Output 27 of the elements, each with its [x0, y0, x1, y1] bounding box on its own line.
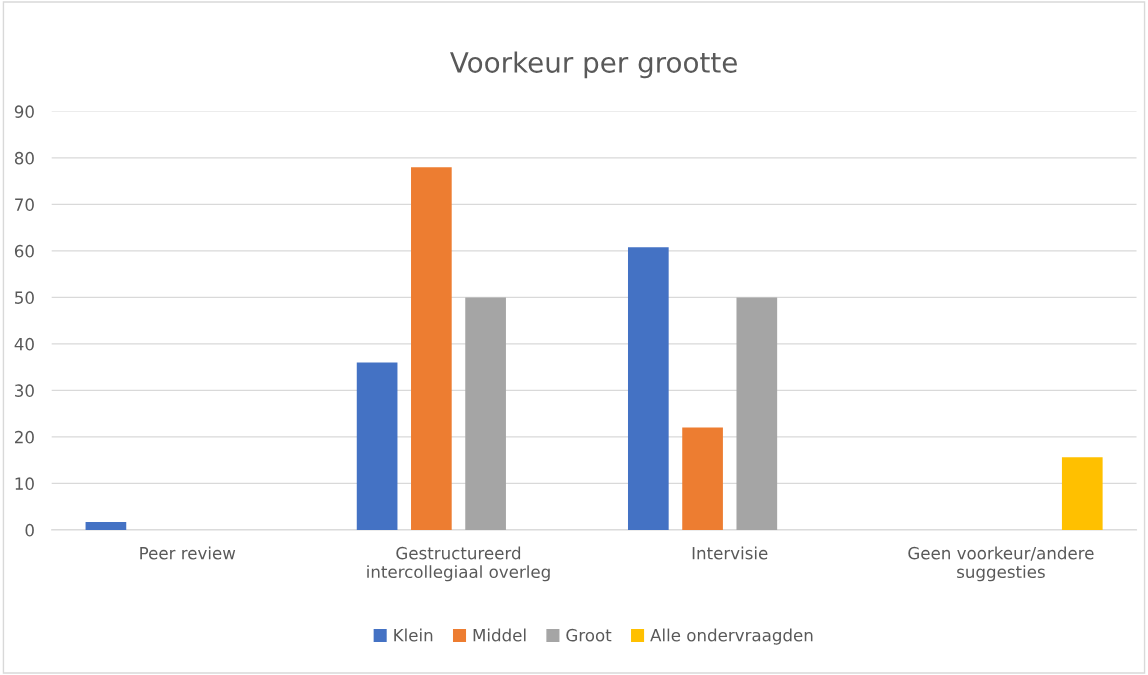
bar — [627, 247, 669, 530]
y-tick-label: 0 — [25, 523, 34, 537]
y-tick-label: 90 — [14, 105, 34, 118]
bar — [85, 521, 127, 530]
bar — [1061, 457, 1103, 530]
bar — [465, 297, 506, 530]
x-tick-label: Gestructureerd intercollegiaal overleg — [367, 546, 550, 582]
x-tick-label: Intervisie — [692, 546, 768, 560]
legend-label: Klein — [394, 628, 433, 642]
bar — [682, 427, 723, 530]
y-tick-label: 50 — [15, 291, 34, 304]
y-tick-label: 60 — [14, 244, 34, 258]
legend-label: Alle ondervraagden — [650, 628, 813, 645]
y-tick-label: 70 — [15, 198, 34, 211]
bar — [356, 362, 398, 530]
y-tick-label: 30 — [15, 384, 34, 397]
chart-title: Voorkeur per grootte — [450, 51, 737, 79]
y-tick-label: 40 — [14, 337, 34, 351]
y-tick-label: 20 — [15, 430, 34, 444]
legend-label: Groot — [566, 628, 612, 642]
legend-label: Middel — [473, 628, 526, 642]
x-tick-label: Peer review — [140, 546, 236, 560]
bar — [411, 167, 452, 530]
bar — [736, 297, 778, 530]
x-tick-label: Geen voorkeur/andere suggesties — [908, 546, 1094, 582]
y-tick-label: 10 — [15, 477, 34, 490]
y-tick-label: 80 — [14, 151, 34, 165]
